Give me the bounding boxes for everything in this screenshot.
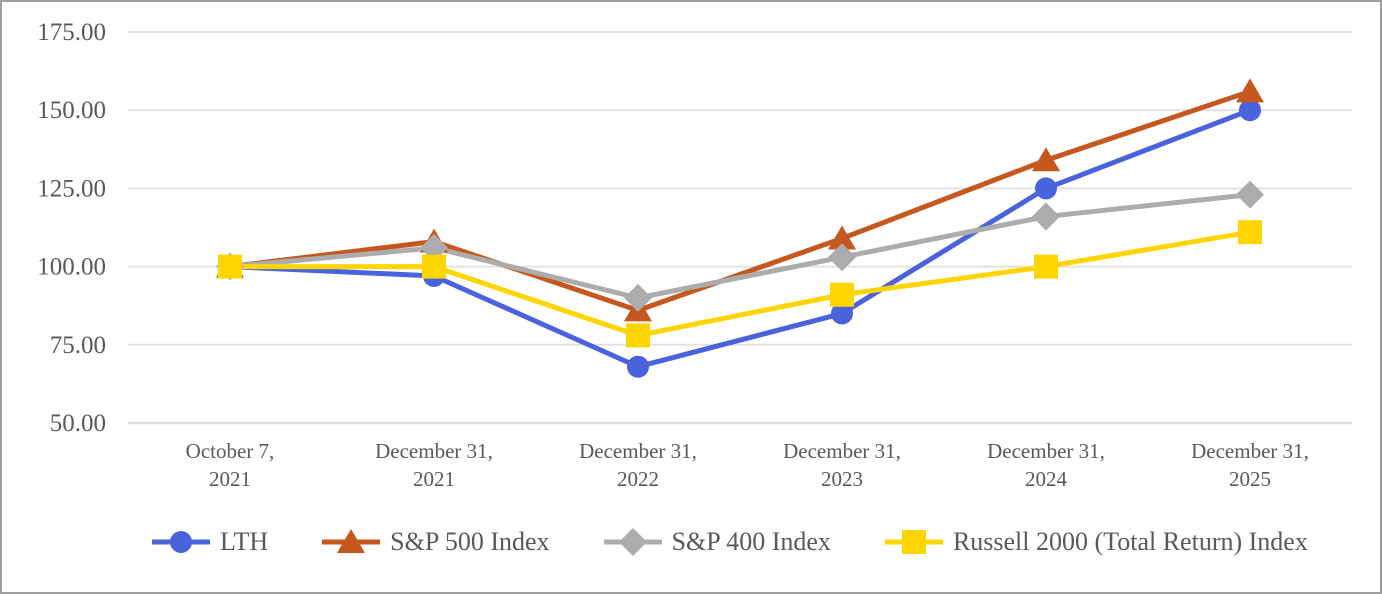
legend-label: Russell 2000 (Total Return) Index [952, 527, 1308, 556]
square-marker [901, 530, 926, 554]
triangle-marker [828, 225, 856, 250]
square-marker [218, 254, 242, 279]
square-marker [1238, 220, 1262, 245]
y-axis-tick-label: 100.00 [37, 254, 106, 281]
y-axis-tick-label: 125.00 [37, 175, 106, 202]
square-marker [1034, 254, 1058, 279]
legend-item-triangle: S&P 500 Index [322, 525, 550, 559]
circle-marker [1035, 177, 1057, 200]
legend-label: LTH [220, 527, 269, 556]
legend-label: S&P 400 Index [671, 527, 831, 556]
square-legend-marker-icon [884, 530, 943, 554]
diamond-marker [1032, 202, 1060, 231]
circle-marker [831, 302, 853, 325]
circle-marker [1239, 99, 1261, 122]
x-axis-tick-label: October 7, 2021 [186, 439, 275, 491]
x-axis-tick-label: December 31, 2023 [783, 439, 901, 491]
legend-item-lth: LTH [152, 525, 268, 559]
y-axis-tick-label: 75.00 [50, 332, 106, 359]
circle-legend-marker-icon [152, 531, 210, 553]
series-line-triangle [227, 88, 1253, 313]
y-axis-tick-label: 150.00 [37, 97, 106, 124]
diamond-marker [828, 243, 856, 272]
x-axis-tick-label: December 31, 2024 [987, 439, 1105, 491]
circle-marker [627, 355, 649, 378]
line-chart: 175.00 150.00 125.00 100.00 75.00 50.00 Octobe… [37, 19, 1352, 491]
series-line-square [227, 229, 1253, 338]
square-marker [422, 254, 446, 279]
chart-legend: LTH S&P 500 Index S&P 400 Index Russell 200… [152, 514, 1308, 570]
square-marker [626, 323, 650, 348]
diamond-marker [1236, 180, 1264, 209]
triangle-marker [1032, 147, 1060, 172]
triangle-marker [1236, 78, 1264, 103]
diamond-marker [618, 528, 647, 556]
x-axis-tick-label: December 31, 2021 [375, 439, 493, 491]
diamond-legend-marker-icon [603, 528, 662, 556]
triangle-marker [337, 529, 366, 553]
x-axis-tick-label: December 31, 2025 [1191, 439, 1309, 491]
series-line-circle [227, 107, 1253, 370]
y-axis-tick-label: 175.00 [37, 19, 106, 46]
legend-item-square: Russell 2000 (Total Return) Index [884, 525, 1308, 559]
circle-marker [170, 531, 192, 553]
diamond-marker [624, 283, 652, 312]
square-marker [830, 282, 854, 307]
legend-label: S&P 500 Index [390, 527, 550, 556]
y-axis-tick-label: 50.00 [50, 410, 106, 437]
series-line-diamond [227, 192, 1253, 301]
x-axis-tick-label: December 31, 2022 [579, 439, 697, 491]
legend-item-diamond: S&P 400 Index [603, 525, 831, 559]
triangle-legend-marker-icon [322, 529, 381, 553]
